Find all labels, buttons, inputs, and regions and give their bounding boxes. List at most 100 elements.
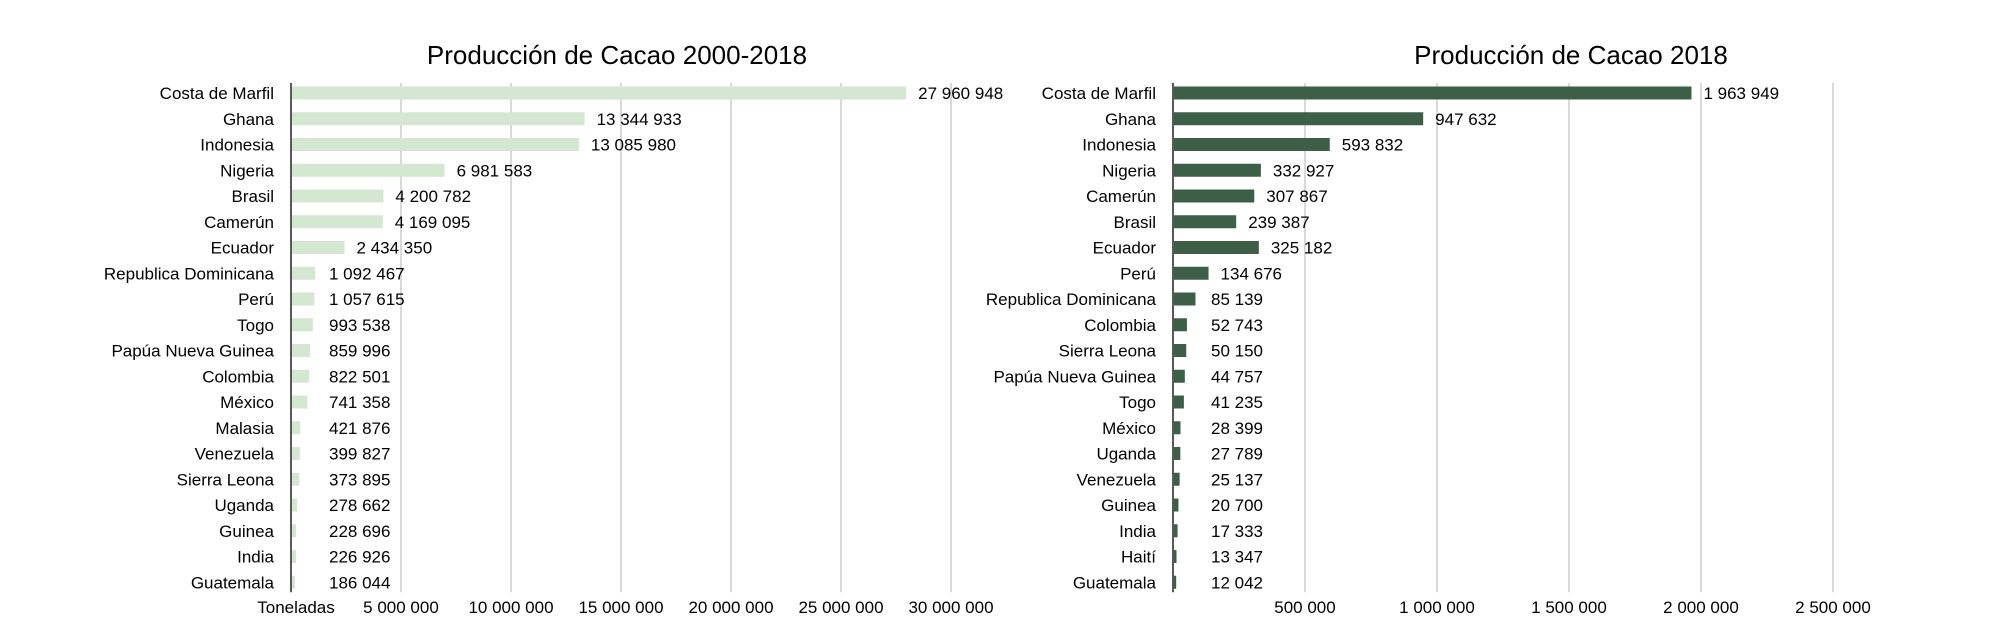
category-label: Brasil [1113, 213, 1156, 232]
x-tick-label: 15 000 000 [578, 598, 663, 617]
data-label: 593 832 [1342, 136, 1403, 155]
category-label: Republica Dominicana [986, 290, 1157, 309]
bar [1173, 447, 1181, 460]
category-label: Ghana [1105, 110, 1157, 129]
data-label: 52 743 [1211, 316, 1263, 335]
data-label: 421 876 [329, 419, 390, 438]
x-tick-label: 2 500 000 [1795, 598, 1871, 617]
x-tick-label: 1 000 000 [1399, 598, 1475, 617]
data-label: 17 333 [1211, 522, 1263, 541]
category-label: Guatemala [1073, 573, 1157, 592]
data-label: 226 926 [329, 548, 390, 567]
bar [291, 472, 300, 486]
data-label: 50 150 [1211, 342, 1263, 361]
bar [1173, 215, 1237, 229]
category-label: Haití [1121, 548, 1156, 567]
category-label: Guatemala [191, 573, 275, 592]
category-label: Venezuela [195, 445, 275, 464]
category-label: Uganda [214, 496, 274, 515]
x-tick-label: 1 500 000 [1531, 598, 1607, 617]
chart-title: Producción de Cacao 2000-2018 [427, 40, 807, 70]
bar [1173, 292, 1196, 306]
data-label: 85 139 [1211, 290, 1263, 309]
data-label: 13 347 [1211, 548, 1263, 567]
category-label: Papúa Nueva Guinea [111, 342, 274, 361]
category-label: Perú [238, 290, 274, 309]
bar [1173, 241, 1259, 254]
data-label: 20 700 [1211, 496, 1263, 515]
bar [1173, 575, 1177, 589]
category-label: Camerún [1086, 187, 1156, 206]
category-label: Colombia [1084, 316, 1156, 335]
bar [1173, 369, 1185, 383]
x-tick-label: 10 000 000 [468, 598, 553, 617]
category-label: Ecuador [211, 239, 275, 258]
data-label: 859 996 [329, 342, 390, 361]
bar [291, 395, 308, 409]
data-label: 2 434 350 [357, 239, 433, 258]
data-label: 13 344 933 [597, 110, 682, 129]
category-label: Guinea [1101, 496, 1156, 515]
category-label: Costa de Marfil [1042, 84, 1156, 103]
chart-title: Producción de Cacao 2018 [1414, 40, 1728, 70]
data-label: 134 676 [1221, 264, 1282, 283]
bar [1173, 112, 1424, 126]
data-label: 1 963 949 [1703, 84, 1779, 103]
data-label: 741 358 [329, 393, 390, 412]
bar [1173, 189, 1255, 203]
bar [1173, 498, 1179, 512]
category-label: Sierra Leona [177, 470, 275, 489]
bar [291, 189, 384, 203]
category-label: Indonesia [1082, 136, 1156, 155]
category-label: India [237, 548, 274, 567]
x-tick-label: 20 000 000 [688, 598, 773, 617]
data-label: 278 662 [329, 496, 390, 515]
data-label: 186 044 [329, 573, 390, 592]
data-label: 41 235 [1211, 393, 1263, 412]
category-label: Papúa Nueva Guinea [993, 367, 1156, 386]
data-label: 332 927 [1273, 161, 1334, 180]
category-label: Uganda [1096, 445, 1156, 464]
bar [1173, 86, 1692, 100]
data-label: 1 092 467 [329, 264, 405, 283]
category-label: México [220, 393, 274, 412]
data-label: 4 200 782 [395, 187, 471, 206]
bar [1173, 344, 1187, 357]
bar [1173, 421, 1181, 435]
data-label: 399 827 [329, 445, 390, 464]
chart-2: Producción de Cacao 2018 500 000 1 000 000… [986, 40, 1871, 617]
data-label: 228 696 [329, 522, 390, 541]
bar [291, 369, 310, 383]
category-label: Togo [237, 316, 274, 335]
category-label: Venezuela [1077, 470, 1157, 489]
bar [291, 241, 345, 254]
x-axis-label: Toneladas [257, 598, 335, 617]
bar [291, 163, 445, 177]
data-label: 993 538 [329, 316, 390, 335]
data-label: 239 387 [1248, 213, 1309, 232]
data-label: 12 042 [1211, 573, 1263, 592]
bar [1173, 318, 1187, 332]
x-tick-label: 2 000 000 [1663, 598, 1739, 617]
bar [291, 215, 383, 229]
bar [291, 575, 296, 589]
data-label: 822 501 [329, 367, 390, 386]
data-label: 373 895 [329, 470, 390, 489]
category-label: Costa de Marfil [160, 84, 274, 103]
category-label: India [1119, 522, 1156, 541]
data-label: 1 057 615 [329, 290, 405, 309]
category-label: Sierra Leona [1059, 342, 1157, 361]
data-label: 28 399 [1211, 419, 1263, 438]
bar [1173, 266, 1209, 280]
bar [291, 344, 310, 357]
category-label: Camerún [204, 213, 274, 232]
bar [291, 550, 296, 563]
x-tick-label: 25 000 000 [798, 598, 883, 617]
bar [1173, 472, 1180, 486]
bar [291, 266, 316, 280]
x-tick-label: 500 000 [1274, 598, 1335, 617]
bar [291, 292, 315, 306]
bar [1173, 138, 1330, 151]
category-label: Republica Dominicana [104, 264, 275, 283]
